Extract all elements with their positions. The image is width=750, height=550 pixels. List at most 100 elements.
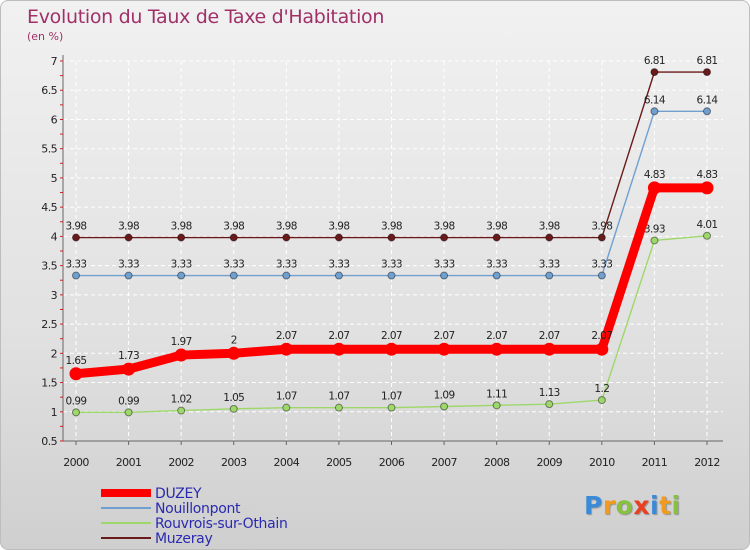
data-label-muzeray: 3.98 bbox=[328, 221, 349, 233]
data-label-duzey: 2.07 bbox=[381, 330, 402, 342]
data-point-duzey bbox=[122, 362, 136, 376]
data-point-duzey bbox=[542, 342, 556, 356]
logo-letter: x bbox=[633, 491, 650, 520]
data-label-rouvrois-sur-othain: 1.05 bbox=[223, 392, 244, 404]
data-label-muzeray: 3.98 bbox=[434, 221, 455, 233]
data-label-nouillonpont: 3.33 bbox=[486, 259, 507, 271]
data-label-muzeray: 3.98 bbox=[223, 221, 244, 233]
data-label-duzey: 1.65 bbox=[66, 355, 87, 367]
x-tick-label: 2009 bbox=[536, 456, 562, 469]
data-label-nouillonpont: 3.33 bbox=[591, 259, 612, 271]
data-point-rouvrois-sur-othain bbox=[650, 236, 659, 245]
data-point-nouillonpont bbox=[650, 107, 659, 116]
data-point-muzeray bbox=[334, 233, 343, 242]
data-label-duzey: 1.73 bbox=[118, 350, 139, 362]
data-label-muzeray: 3.98 bbox=[171, 221, 192, 233]
y-tick-label: 3.5 bbox=[41, 260, 57, 273]
y-tick-label: 7 bbox=[51, 55, 58, 68]
data-point-duzey bbox=[332, 342, 346, 356]
data-point-nouillonpont bbox=[387, 271, 396, 280]
data-label-nouillonpont: 3.33 bbox=[66, 259, 87, 271]
data-point-duzey bbox=[490, 342, 504, 356]
data-point-muzeray bbox=[545, 233, 554, 242]
x-tick-label: 2007 bbox=[431, 456, 457, 469]
data-label-muzeray: 3.98 bbox=[118, 221, 139, 233]
data-label-nouillonpont: 3.33 bbox=[171, 259, 192, 271]
data-point-nouillonpont bbox=[229, 271, 238, 280]
data-point-rouvrois-sur-othain bbox=[334, 403, 343, 412]
data-label-rouvrois-sur-othain: 1.02 bbox=[171, 394, 192, 406]
data-label-rouvrois-sur-othain: 3.93 bbox=[644, 223, 665, 235]
x-tick-label: 2004 bbox=[274, 456, 300, 469]
legend-label: Nouillonpont bbox=[155, 501, 241, 517]
unit-label: (en %) bbox=[27, 30, 64, 43]
data-point-muzeray bbox=[703, 68, 711, 77]
data-point-muzeray bbox=[387, 233, 396, 242]
data-label-nouillonpont: 6.14 bbox=[697, 94, 719, 106]
data-label-muzeray: 6.81 bbox=[644, 55, 665, 67]
legend-label: DUZEY bbox=[155, 486, 202, 502]
data-label-nouillonpont: 6.14 bbox=[644, 94, 666, 106]
logo-letter: r bbox=[602, 491, 616, 520]
data-label-rouvrois-sur-othain: 0.99 bbox=[66, 395, 87, 407]
x-tick-label: 2005 bbox=[326, 456, 352, 469]
logo-letter: o bbox=[615, 491, 634, 520]
data-point-duzey bbox=[174, 348, 188, 362]
x-tick-label: 2002 bbox=[168, 456, 194, 469]
y-tick-label: 1.5 bbox=[41, 377, 57, 390]
data-point-muzeray bbox=[650, 68, 659, 77]
data-label-duzey: 2.07 bbox=[276, 330, 297, 342]
y-tick-label: 4.5 bbox=[41, 201, 57, 214]
data-label-muzeray: 3.98 bbox=[591, 221, 612, 233]
legend-label: Rouvrois-sur-Othain bbox=[155, 516, 288, 532]
data-label-rouvrois-sur-othain: 0.99 bbox=[118, 395, 139, 407]
data-point-muzeray bbox=[440, 233, 449, 242]
data-point-nouillonpont bbox=[440, 271, 449, 280]
data-point-duzey bbox=[437, 342, 451, 356]
data-point-rouvrois-sur-othain bbox=[492, 401, 501, 410]
data-point-duzey bbox=[279, 342, 293, 356]
data-point-rouvrois-sur-othain bbox=[597, 396, 606, 405]
y-tick-label: 1 bbox=[51, 406, 57, 419]
data-point-duzey bbox=[700, 181, 714, 195]
data-point-duzey bbox=[69, 367, 83, 381]
data-label-muzeray: 3.98 bbox=[486, 221, 507, 233]
data-point-rouvrois-sur-othain bbox=[124, 408, 133, 417]
x-tick-label: 2003 bbox=[221, 456, 247, 469]
proxiti-logo: Proxiti bbox=[584, 491, 681, 520]
data-point-nouillonpont bbox=[334, 271, 343, 280]
data-point-nouillonpont bbox=[72, 271, 80, 280]
data-label-duzey: 2.07 bbox=[328, 330, 349, 342]
data-label-rouvrois-sur-othain: 1.07 bbox=[381, 391, 402, 403]
data-point-rouvrois-sur-othain bbox=[177, 406, 186, 415]
data-label-muzeray: 3.98 bbox=[66, 221, 87, 233]
x-tick-label: 2000 bbox=[63, 456, 89, 469]
y-tick-label: 5 bbox=[51, 172, 58, 185]
data-label-rouvrois-sur-othain: 1.07 bbox=[276, 391, 297, 403]
data-point-duzey bbox=[385, 342, 398, 356]
data-point-muzeray bbox=[177, 233, 186, 242]
y-tick-label: 3 bbox=[51, 289, 58, 302]
data-point-rouvrois-sur-othain bbox=[387, 403, 396, 412]
logo-letter: i bbox=[671, 491, 681, 520]
data-point-nouillonpont bbox=[703, 107, 711, 116]
data-label-rouvrois-sur-othain: 1.11 bbox=[486, 388, 507, 400]
data-point-nouillonpont bbox=[492, 271, 501, 280]
logo-letter: P bbox=[584, 491, 603, 520]
data-label-nouillonpont: 3.33 bbox=[276, 259, 297, 271]
data-point-rouvrois-sur-othain bbox=[229, 404, 238, 413]
y-tick-label: 0.5 bbox=[41, 435, 57, 448]
data-label-duzey: 2.07 bbox=[591, 330, 612, 342]
data-label-rouvrois-sur-othain: 1.09 bbox=[434, 390, 455, 402]
data-label-nouillonpont: 3.33 bbox=[118, 259, 139, 271]
data-label-duzey: 2.07 bbox=[486, 330, 507, 342]
chart-title: Evolution du Taux de Taxe d'Habitation bbox=[27, 6, 385, 28]
data-label-rouvrois-sur-othain: 1.2 bbox=[594, 383, 609, 395]
data-label-muzeray: 3.98 bbox=[276, 221, 297, 233]
data-point-muzeray bbox=[492, 233, 501, 242]
data-label-rouvrois-sur-othain: 1.13 bbox=[539, 387, 560, 399]
data-label-nouillonpont: 3.33 bbox=[381, 259, 402, 271]
data-point-nouillonpont bbox=[545, 271, 554, 280]
